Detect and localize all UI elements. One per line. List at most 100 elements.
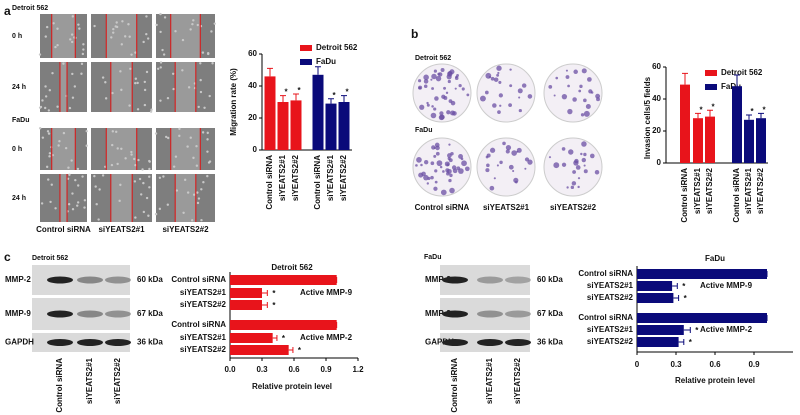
x-tick-label: siYEATS2#1: [693, 167, 702, 214]
invaded-cell: [419, 104, 425, 110]
invaded-cell: [431, 87, 434, 90]
cell: [207, 52, 210, 56]
cell: [145, 32, 148, 36]
panel-label: a: [4, 4, 11, 18]
error-bar: [272, 335, 278, 341]
cell: [48, 152, 52, 155]
cell: [130, 153, 133, 156]
y-axis-label: Migration rate (%): [229, 68, 238, 136]
invaded-cell: [431, 105, 434, 108]
x-tick-label: Control siRNA: [680, 168, 689, 223]
invaded-cell: [420, 163, 423, 167]
cell: [74, 178, 77, 182]
invaded-cell: [430, 78, 433, 81]
cell: [155, 23, 158, 27]
cell: [110, 163, 114, 167]
cell: [149, 110, 153, 113]
invaded-cell: [479, 95, 486, 102]
cell: [45, 165, 49, 169]
invaded-cell: [561, 162, 567, 167]
invaded-cell: [446, 168, 452, 174]
cell: [171, 72, 175, 75]
cell: [120, 43, 124, 46]
y-tick-label: siYEATS2#1: [587, 325, 634, 334]
cell: [39, 105, 43, 109]
y-tick-label: 40: [248, 81, 257, 90]
invaded-cell: [508, 164, 514, 170]
wound-gap: [110, 62, 133, 112]
invaded-cell: [497, 110, 501, 114]
invaded-cell: [498, 93, 503, 98]
error-bar: [734, 74, 740, 87]
invaded-cell: [445, 91, 449, 95]
band: [477, 339, 503, 346]
legend-swatch: [705, 70, 717, 76]
band: [77, 310, 103, 318]
cell: [46, 130, 50, 133]
cell: [68, 106, 72, 110]
cell: [196, 201, 200, 205]
invaded-cell: [595, 93, 601, 99]
error-bar: [328, 98, 334, 104]
protein-label: MMP-2: [5, 275, 31, 284]
significance: *: [297, 86, 301, 95]
invaded-cell: [574, 158, 579, 164]
cell: [54, 45, 57, 49]
legend-label: FaDu: [721, 82, 741, 91]
invaded-cell: [449, 187, 455, 194]
cell: [48, 155, 51, 158]
invaded-cell: [508, 103, 512, 108]
invaded-cell: [516, 147, 522, 153]
invaded-cell: [421, 171, 426, 177]
cell: [44, 35, 47, 38]
cell: [58, 140, 61, 143]
cell: [128, 35, 131, 38]
cell: [56, 43, 59, 47]
legend-label: Detroit 562: [316, 43, 358, 52]
cell: [159, 12, 162, 16]
cell: [67, 166, 70, 169]
bar: [637, 293, 674, 303]
cell: [183, 178, 187, 182]
cell: [116, 147, 119, 150]
size-label: 67 kDa: [137, 309, 163, 318]
invaded-cell: [447, 70, 453, 76]
condition-label: siYEATS2#2: [550, 203, 597, 212]
significance: *: [272, 301, 276, 310]
cell: [44, 95, 48, 98]
condition-label: siYEATS2#1: [483, 203, 530, 212]
y-tick-label: 40: [652, 94, 661, 103]
bar: [277, 102, 289, 150]
cell: [98, 188, 101, 191]
cell: [77, 23, 80, 26]
bar: [705, 116, 715, 163]
invaded-cell: [571, 181, 577, 186]
cell: [178, 127, 181, 131]
invaded-cell: [435, 75, 442, 82]
bar: [230, 275, 337, 285]
cell: [158, 207, 162, 211]
invaded-cell: [492, 103, 497, 108]
cell: [118, 199, 121, 203]
lane-label: siYEATS2#2: [513, 357, 522, 404]
invaded-cell: [594, 169, 600, 175]
invaded-cell: [527, 159, 533, 165]
cell: [159, 61, 163, 64]
invaded-cell: [426, 182, 429, 185]
invaded-cell: [443, 86, 447, 90]
x-tick-label: 0: [635, 360, 640, 369]
cell: [137, 158, 140, 162]
cell: [40, 202, 44, 205]
invaded-cell: [450, 152, 454, 156]
cell: [172, 87, 175, 91]
x-tick-label: 0.3: [670, 360, 682, 369]
invaded-cell: [438, 114, 445, 121]
y-tick-label: siYEATS2#2: [587, 293, 634, 302]
error-bar: [262, 302, 268, 308]
band: [47, 310, 73, 318]
invaded-cell: [575, 165, 581, 170]
error-bar: [746, 114, 752, 120]
panel-label: c: [4, 250, 11, 264]
invaded-cell: [499, 160, 503, 165]
invaded-cell: [486, 163, 490, 168]
